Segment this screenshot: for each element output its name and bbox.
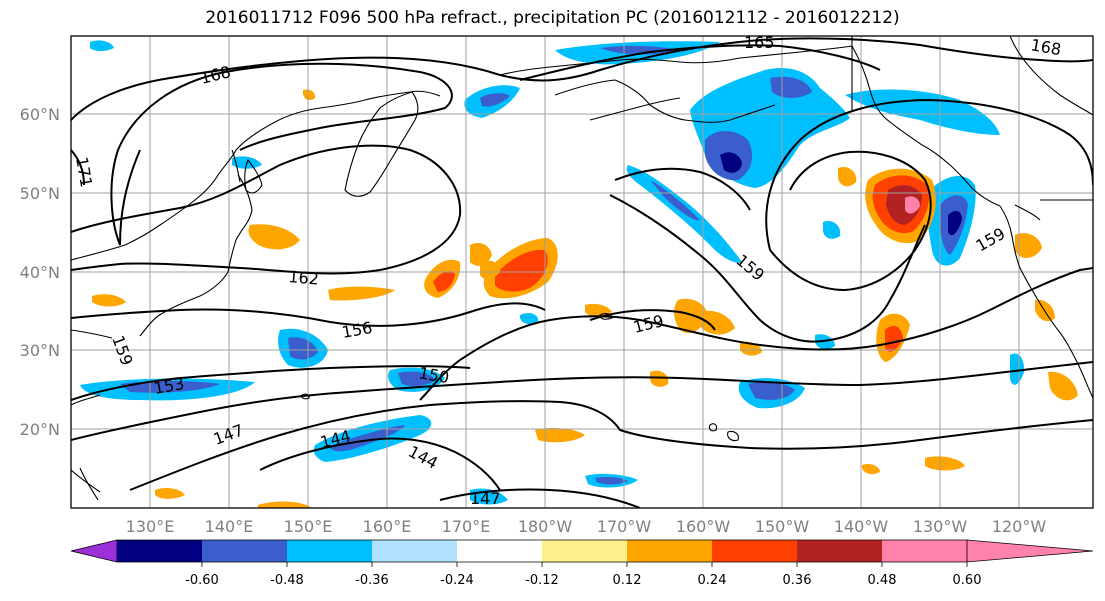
map-frame	[70, 35, 1094, 509]
colorbar-tick-label: 0.12	[613, 573, 642, 588]
contour-label: 162	[288, 267, 320, 289]
contour-label: 165	[744, 33, 775, 52]
colorbar-segment	[797, 540, 882, 562]
colorbar: -0.60 -0.48 -0.36 -0.24 -0.12 0.12 0.24 …	[70, 539, 1094, 588]
lon-label: 150°E	[284, 517, 333, 536]
contour-label: 147	[470, 489, 501, 508]
colorbar-segment	[202, 540, 287, 562]
lon-label: 130°E	[126, 517, 175, 536]
contour-label: 168	[1029, 35, 1062, 59]
lon-label: 140°E	[205, 517, 254, 536]
precip-shading	[80, 40, 1078, 508]
lon-label: 170°W	[597, 517, 652, 536]
colorbar-segment	[287, 540, 372, 562]
lon-label: 150°W	[755, 517, 810, 536]
lat-label: 40°N	[20, 263, 60, 282]
lon-label: 160°W	[676, 517, 731, 536]
colorbar-tick-label: 0.24	[698, 573, 727, 588]
colorbar-segment	[372, 540, 457, 562]
lon-label: 130°W	[913, 517, 968, 536]
colorbar-tick-label: -0.12	[525, 573, 559, 588]
colorbar-segment	[542, 540, 627, 562]
longitude-labels: 130°E 140°E 150°E 160°E 170°E 180°W 170°…	[126, 517, 1047, 536]
colorbar-segment	[882, 540, 967, 562]
map-title: 2016011712 F096 500 hPa refract., precip…	[205, 8, 900, 28]
colorbar-tick-label: -0.60	[185, 573, 219, 588]
colorbar-tick-label: 0.36	[783, 573, 812, 588]
colorbar-tick-label: 0.60	[953, 573, 982, 588]
map-panel: 168 165 168 171 162 159 156 159 159 159 …	[71, 33, 1093, 508]
colorbar-extend-min	[70, 539, 118, 563]
refractivity-contours	[71, 37, 1093, 508]
lon-label: 120°W	[992, 517, 1047, 536]
lat-label: 30°N	[20, 341, 60, 360]
colorbar-segment	[457, 540, 542, 562]
colorbar-tick-label: -0.24	[440, 573, 474, 588]
colorbar-tick-label: -0.48	[270, 573, 304, 588]
colorbar-tick-label: -0.36	[355, 573, 389, 588]
lon-label: 180°W	[518, 517, 573, 536]
colorbar-extend-max	[966, 539, 1094, 563]
lat-label: 60°N	[20, 105, 60, 124]
lon-label: 140°W	[834, 517, 889, 536]
colorbar-tick-label: 0.48	[868, 573, 897, 588]
lon-label: 160°E	[363, 517, 412, 536]
colorbar-segment	[712, 540, 797, 562]
colorbar-segment	[627, 540, 712, 562]
lon-label: 170°E	[442, 517, 491, 536]
colorbar-segment	[117, 540, 202, 562]
gridlines	[71, 36, 1093, 508]
lat-label: 50°N	[20, 184, 60, 203]
lat-label: 20°N	[20, 420, 60, 439]
latitude-labels: 60°N 50°N 40°N 30°N 20°N	[20, 105, 60, 439]
